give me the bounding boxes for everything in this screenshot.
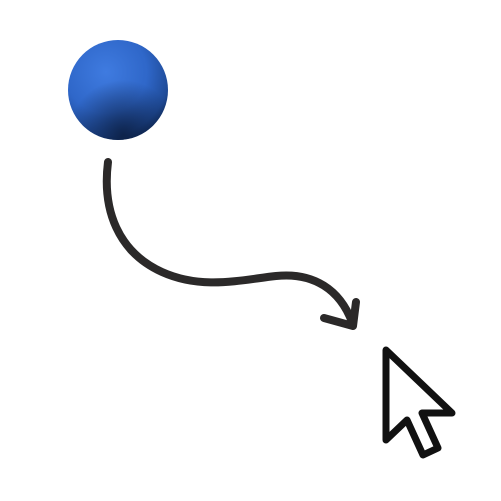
blue-ball-icon[interactable]: [68, 40, 168, 140]
curved-arrow-icon: [102, 158, 360, 330]
mouse-pointer-icon: [382, 346, 456, 459]
